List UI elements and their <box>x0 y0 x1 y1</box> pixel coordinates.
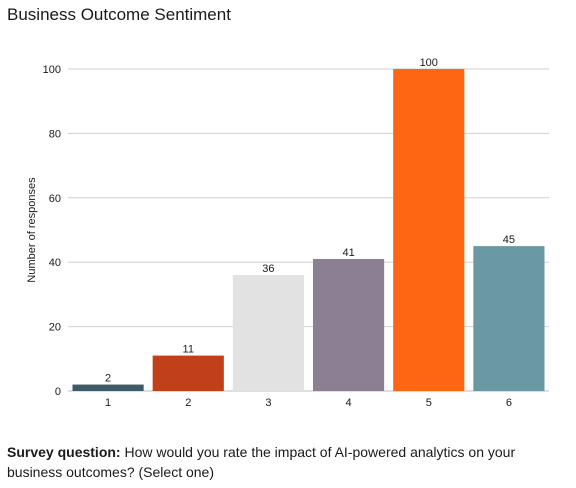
x-tick-label: 6 <box>506 397 512 409</box>
data-labels: 2 11 36 41 100 45 <box>105 57 515 385</box>
bar-5 <box>393 69 465 391</box>
x-tick-label: 3 <box>265 397 271 409</box>
x-tick-label: 5 <box>426 397 432 409</box>
survey-question: Survey question: How would you rate the … <box>7 442 567 482</box>
y-axis-ticks: 0 20 40 60 80 100 <box>43 64 61 398</box>
bars <box>72 69 545 391</box>
survey-question-text: How would you rate the impact of AI-powe… <box>7 444 516 480</box>
y-axis-label: Number of responses <box>26 177 38 283</box>
bar-2 <box>152 355 224 391</box>
gridlines <box>68 68 549 392</box>
y-tick-label: 100 <box>43 64 61 76</box>
bar-1 <box>72 384 144 391</box>
x-axis-ticks: 1 2 3 4 5 6 <box>105 397 512 409</box>
data-label: 2 <box>105 373 111 385</box>
x-tick-label: 2 <box>185 397 191 409</box>
survey-question-label: Survey question: <box>7 444 121 460</box>
x-tick-label: 1 <box>105 397 111 409</box>
bar-4 <box>313 258 385 391</box>
data-label: 100 <box>420 57 438 69</box>
y-tick-label: 80 <box>49 128 61 140</box>
x-tick-label: 4 <box>346 397 352 409</box>
data-label: 11 <box>183 344 194 356</box>
bar-6 <box>473 246 545 391</box>
bar-3 <box>232 275 304 391</box>
chart-title: Business Outcome Sentiment <box>7 5 231 24</box>
data-label: 36 <box>262 263 274 275</box>
y-tick-label: 40 <box>49 257 61 269</box>
y-tick-label: 60 <box>49 193 61 205</box>
data-label: 41 <box>342 247 354 259</box>
y-tick-label: 0 <box>55 386 61 398</box>
y-tick-label: 20 <box>49 322 61 334</box>
data-label: 45 <box>503 234 515 246</box>
